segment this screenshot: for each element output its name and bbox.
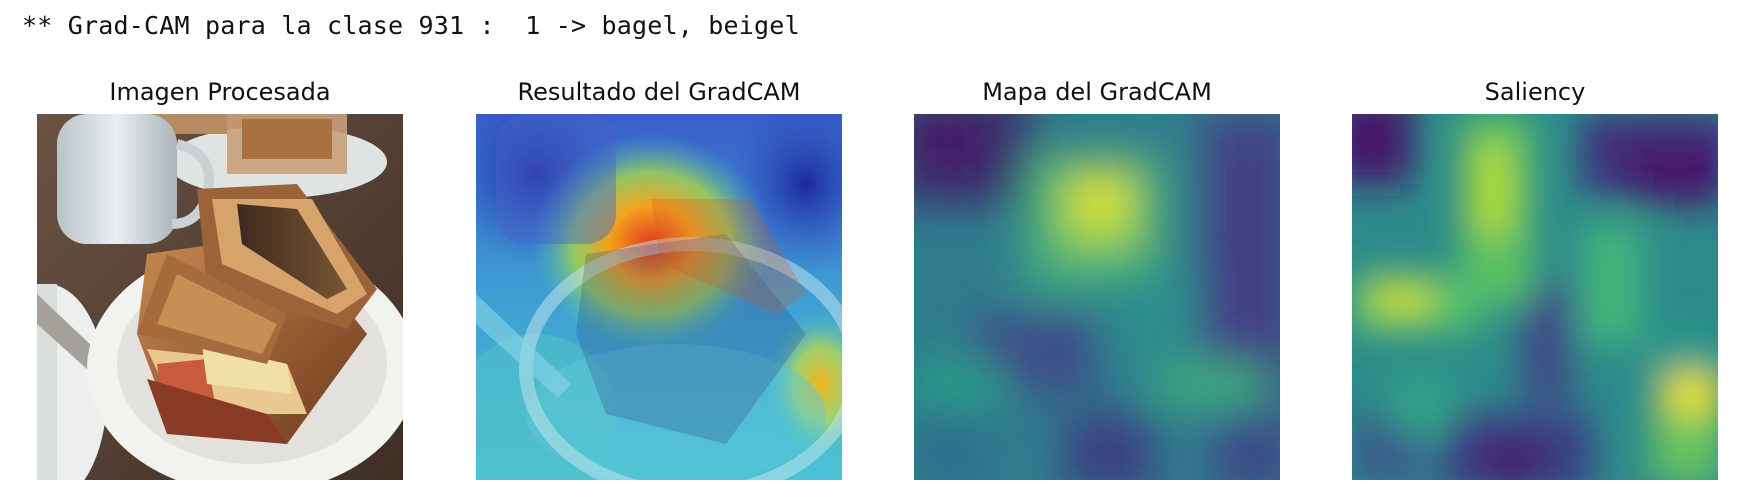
gradcam-overlay-svg — [476, 114, 842, 480]
panel-gradcam-result: Resultado del GradCAM — [476, 76, 842, 486]
panel-title-processed-image: Imagen Procesada — [109, 78, 331, 106]
panel-saliency: Saliency — [1352, 76, 1718, 486]
processed-image — [37, 114, 403, 480]
gradcam-heatmap — [914, 114, 1280, 480]
panel-title-gradcam-result: Resultado del GradCAM — [517, 78, 801, 106]
gradcam-overlay-image — [476, 114, 842, 480]
saliency-map-svg — [1352, 114, 1718, 480]
sandwich-photo — [37, 114, 403, 480]
panel-gradcam-map: Mapa del GradCAM — [914, 76, 1280, 486]
gradcam-heatmap-svg — [914, 114, 1280, 480]
cell-output-line: ** Grad-CAM para la clase 931 : 1 -> bag… — [22, 11, 800, 40]
saliency-map — [1352, 114, 1718, 480]
panel-title-saliency: Saliency — [1484, 78, 1586, 106]
panel-processed-image: Imagen Procesada — [37, 76, 403, 486]
panel-title-gradcam-map: Mapa del GradCAM — [982, 78, 1212, 106]
